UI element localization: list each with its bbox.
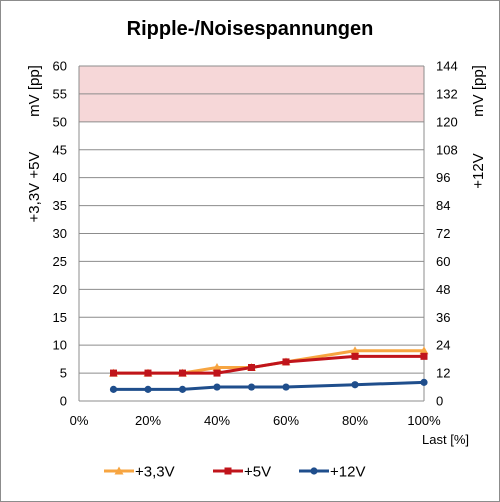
y-tick-right-label: 144	[436, 59, 458, 74]
x-axis-title: Last [%]	[422, 432, 469, 447]
y-tick-left-label: 35	[53, 198, 67, 213]
y-tick-right-label: 0	[436, 394, 443, 409]
legend-label: +12V	[330, 464, 365, 481]
x-tick-label: 20%	[135, 413, 161, 428]
y-tick-right-label: 108	[436, 142, 458, 157]
y-tick-left-label: 5	[60, 366, 67, 381]
legend-swatch-marker	[114, 466, 124, 475]
y-tick-left-label: 40	[53, 170, 67, 185]
y-tick-left-label: 30	[53, 226, 67, 241]
y-tick-left-label: 25	[53, 254, 67, 269]
y-tick-right-label: 48	[436, 282, 450, 297]
y-tick-left-label: 20	[53, 282, 67, 297]
y-tick-left-label: 15	[53, 310, 67, 325]
data-point-12V	[247, 383, 256, 391]
y-tick-left-label: 45	[53, 142, 67, 157]
x-tick-label: 80%	[342, 413, 368, 428]
y-tick-right-label: 36	[436, 310, 450, 325]
data-point-5V	[248, 364, 255, 371]
y-tick-left-label: 55	[53, 86, 67, 101]
x-tick-label: 60%	[273, 413, 299, 428]
data-point-12V	[109, 385, 118, 393]
x-tick-label: 0%	[70, 413, 89, 428]
x-tick-label: 40%	[204, 413, 230, 428]
data-point-12V	[282, 383, 290, 391]
chart-title: Ripple-/Noisespannungen	[127, 18, 374, 40]
legend-label: +5V	[244, 464, 271, 481]
data-point-12V	[178, 385, 187, 393]
y-axis-right-title-rail: +12V	[470, 153, 487, 188]
data-point-5V	[213, 369, 221, 377]
y-tick-right-label: 72	[436, 226, 450, 241]
y-tick-left-label: 50	[53, 114, 67, 129]
data-point-12V	[351, 381, 359, 389]
data-point-5V	[420, 352, 428, 360]
y-tick-right-label: 96	[436, 170, 450, 185]
legend-swatch-marker	[224, 467, 232, 475]
series-line-5V	[113, 354, 424, 375]
y-axis-right-title-unit: mV [pp]	[470, 65, 487, 117]
data-point-5V	[282, 358, 290, 366]
y-tick-left-label: 0	[60, 394, 67, 409]
x-tick-label: 100%	[407, 413, 441, 428]
data-point-5V	[179, 369, 186, 377]
y-tick-right-label: 120	[436, 114, 458, 129]
y-tick-right-label: 60	[436, 254, 450, 269]
series-line-12V	[113, 380, 425, 391]
y-tick-left-label: 10	[53, 338, 67, 353]
y-tick-right-label: 84	[436, 198, 450, 213]
y-axis-left-title-unit: mV [pp]	[26, 65, 43, 117]
y-tick-left-label: 60	[53, 59, 67, 74]
legend-item-5V: +5V	[213, 464, 271, 481]
series-12V	[109, 378, 428, 393]
data-point-12V	[420, 378, 428, 386]
series-5V	[110, 352, 428, 377]
y-tick-right-label: 24	[436, 338, 450, 353]
data-point-33V	[419, 346, 429, 355]
y-axis-left-title-rails: +3,3V +5V	[26, 152, 43, 223]
legend-item-12V: +12V	[299, 464, 365, 481]
y-tick-right-label: 132	[436, 86, 458, 101]
legend-label: +3,3V	[135, 464, 175, 481]
data-point-33V	[212, 363, 222, 371]
data-point-12V	[213, 383, 221, 391]
data-point-5V	[144, 369, 152, 377]
data-point-5V	[351, 352, 359, 360]
data-point-5V	[110, 369, 117, 377]
series-line-33V	[113, 349, 424, 375]
data-point-12V	[144, 385, 152, 393]
legend-swatch-marker	[310, 467, 318, 475]
data-point-33V	[350, 346, 360, 355]
legend-item-33V: +3,3V	[104, 464, 175, 481]
y-tick-right-label: 12	[436, 366, 450, 381]
